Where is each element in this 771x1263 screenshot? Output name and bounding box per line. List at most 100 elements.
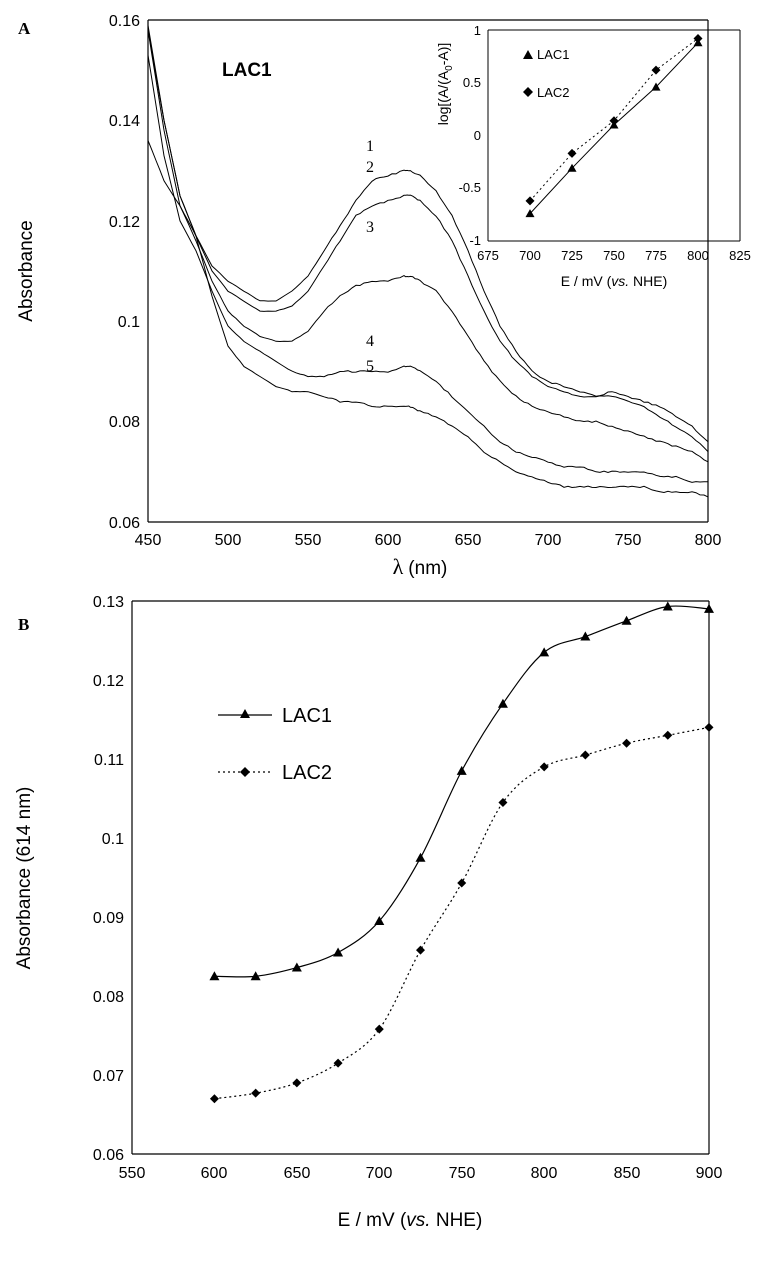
panel-b-ytick-label: 0.07 (93, 1068, 124, 1085)
panel-b-point-lac2 (622, 738, 632, 748)
panel-a-ytick-label: 0.14 (109, 113, 140, 130)
inset-chart: -1 -0.5 0 0.5 1 675 700 725 750 775 800 … (435, 23, 751, 289)
inset-xlabel-suffix: NHE) (629, 273, 667, 289)
inset-legend: LAC1 LAC2 (523, 47, 570, 100)
inset-ytick-label: 0.5 (463, 75, 481, 90)
panel-b-point-lac1 (456, 765, 467, 775)
curve-label-4: 4 (366, 333, 374, 350)
legend-lac1-triangle-marker (240, 709, 250, 718)
inset-point-lac2 (567, 148, 577, 158)
panel-b-ytick-label: 0.09 (93, 910, 124, 927)
panel-b-point-lac1 (539, 647, 550, 657)
panel-b-x-axis-title: E / mV (vs. NHE) (338, 1210, 483, 1231)
panel-a-xtick-label: 450 (135, 532, 162, 549)
panel-a-x-axis-title: λ (nm) (393, 554, 448, 579)
panel-b-xlabel-suffix: NHE) (431, 1210, 483, 1231)
inset-point-lac2 (609, 116, 619, 126)
panel-b-point-lac2 (663, 730, 673, 740)
inset-point-lac1 (567, 163, 577, 172)
inset-point-lac2 (651, 65, 661, 75)
panel-b-ytick-label: 0.12 (93, 673, 124, 690)
panel-a-x-ticks: 450 500 550 600 650 700 750 800 (135, 532, 722, 549)
panel-b-ytick-label: 0.13 (93, 594, 124, 611)
panel-a-letter: A (18, 19, 31, 38)
panel-b-y-ticks: 0.06 0.07 0.08 0.09 0.1 0.11 0.12 0.13 (93, 594, 124, 1164)
panel-a-x-axis-unit: (nm) (408, 558, 447, 579)
panel-a-xtick-label: 500 (215, 532, 242, 549)
panel-b-xtick-label: 600 (201, 1165, 228, 1182)
panel-b-point-lac2 (457, 878, 467, 888)
inset-legend-diamond-marker (523, 87, 533, 97)
panel-a-x-axis-symbol: λ (393, 554, 404, 579)
panel-a-curves (147, 25, 709, 498)
inset-ylabel-tail: -A)] (435, 43, 451, 66)
panel-b-xtick-label: 900 (696, 1165, 723, 1182)
panel-a-xtick-label: 750 (615, 532, 642, 549)
panel-b-point-lac2 (292, 1078, 302, 1088)
panel-a-ytick-label: 0.08 (109, 414, 140, 431)
panel-a-ytick-label: 0.1 (118, 314, 140, 331)
panel-a-ytick-label: 0.16 (109, 13, 140, 30)
panel-a-xtick-label: 700 (535, 532, 562, 549)
panel-b: B 0.06 0.07 0.08 0.09 0.1 0.11 0.12 0.13… (14, 594, 722, 1231)
inset-xtick-label: 800 (687, 248, 709, 263)
panel-a-xtick-label: 650 (455, 532, 482, 549)
inset-xtick-label: 675 (477, 248, 499, 263)
curve-label-3: 3 (366, 219, 374, 236)
panel-b-point-lac1 (497, 698, 508, 708)
panel-a-axes (147, 19, 709, 523)
panel-b-point-lac1 (250, 971, 261, 981)
panel-b-xtick-label: 700 (366, 1165, 393, 1182)
panel-b-xtick-label: 800 (531, 1165, 558, 1182)
inset-axes (487, 29, 741, 242)
panel-b-point-lac2 (333, 1058, 343, 1068)
panel-b-y-axis-title: Absorbance (614 nm) (14, 787, 35, 970)
inset-point-lac2 (693, 33, 703, 43)
panel-b-xtick-label: 650 (284, 1165, 311, 1182)
panel-b-ytick-label: 0.11 (94, 752, 124, 769)
panel-b-xtick-label: 550 (119, 1165, 146, 1182)
panel-b-xlabel-italic: vs. (406, 1210, 430, 1231)
panel-b-axes (131, 600, 710, 1155)
inset-legend-lac1: LAC1 (537, 47, 570, 62)
curve-label-5: 5 (366, 358, 374, 375)
panel-a-y-ticks: 0.06 0.08 0.1 0.12 0.14 0.16 (109, 13, 140, 532)
panel-b-xtick-label: 850 (614, 1165, 641, 1182)
panel-b-x-ticks: 550 600 650 700 750 800 850 900 (119, 1165, 723, 1182)
panel-b-curves (209, 601, 714, 1104)
inset-xtick-label: 825 (729, 248, 751, 263)
spectrum-curve-1 (147, 29, 709, 443)
panel-a-title: LAC1 (222, 60, 272, 81)
panel-b-point-lac2 (416, 945, 425, 955)
inset-xlabel-italic: vs. (611, 273, 629, 289)
panel-b-point-lac1 (209, 971, 220, 981)
panel-b-point-lac2 (209, 1094, 219, 1104)
panel-b-ytick-label: 0.06 (93, 1147, 124, 1164)
inset-x-axis-title: E / mV (vs. NHE) (561, 273, 668, 289)
legend-lac1-label: LAC1 (282, 705, 332, 727)
legend-lac2-diamond-marker (240, 767, 250, 777)
panel-b-ytick-label: 0.08 (93, 989, 124, 1006)
panel-b-letter: B (18, 615, 29, 634)
inset-xlabel-prefix: E / mV ( (561, 273, 612, 289)
panel-b-legend: LAC1 LAC2 (218, 705, 332, 784)
panel-a-ytick-label: 0.12 (109, 214, 140, 231)
spectrum-curve-2 (147, 25, 709, 453)
inset-ytick-label: -0.5 (459, 180, 481, 195)
panel-a-y-axis-title: Absorbance (16, 220, 37, 321)
inset-point-lac1 (525, 209, 535, 218)
inset-ytick-label: -1 (469, 233, 481, 248)
inset-legend-triangle-marker (523, 50, 533, 59)
panel-b-ytick-label: 0.1 (102, 831, 124, 848)
panel-a-xtick-label: 800 (695, 532, 722, 549)
inset-y-axis-title: log[(A/(A0-A)] (435, 43, 455, 126)
inset-marks (525, 33, 703, 218)
panel-b-point-lac1 (580, 631, 591, 641)
panel-b-point-lac2 (251, 1088, 261, 1098)
panel-a: A LAC1 0.06 0.08 0.1 0.12 0.14 0.16 450 … (16, 13, 751, 579)
inset-ylabel-main: log[(A/(A (435, 70, 451, 125)
panel-b-xtick-label: 750 (449, 1165, 476, 1182)
inset-xtick-label: 725 (561, 248, 583, 263)
panel-b-point-lac1 (415, 852, 426, 862)
